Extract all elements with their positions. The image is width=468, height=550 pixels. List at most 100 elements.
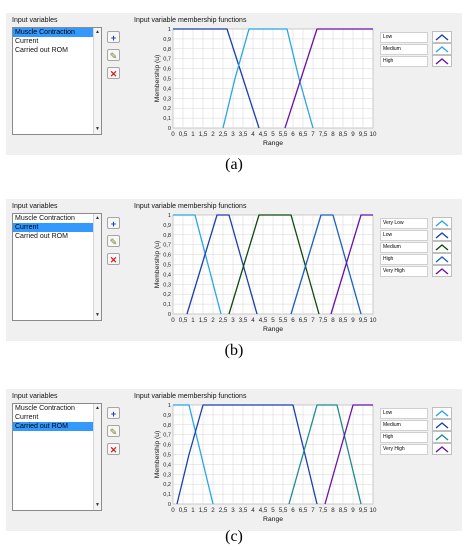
plus-icon: + xyxy=(110,219,117,229)
scroll-up-icon[interactable]: ▲ xyxy=(95,405,100,411)
legend-row[interactable]: Very High xyxy=(380,443,454,455)
y-tick-label: 0,3 xyxy=(163,282,171,288)
delete-button[interactable]: ✕ xyxy=(107,443,120,455)
x-tick-label: 6 xyxy=(291,507,295,514)
membership-chart: 0 0,5 1 1,5 2 2,5 3 3,5 4 4,5 5 5,5 6 6,5 7 7,5 8 8,5 9 9,5… xyxy=(154,213,377,333)
scroll-up-icon[interactable]: ▲ xyxy=(95,215,100,221)
x-tick-label: 7 xyxy=(311,507,315,514)
y-tick-label: 1 xyxy=(168,403,171,409)
x-tick-label: 7,5 xyxy=(319,131,328,138)
scrollbar[interactable]: ▲ ▼ xyxy=(93,28,101,134)
list-item[interactable]: Carried out ROM xyxy=(15,233,68,240)
x-tick-label: 10 xyxy=(370,131,377,138)
legend-row[interactable]: High xyxy=(380,55,454,67)
legend-label: Medium xyxy=(380,242,428,253)
legend-label: Very High xyxy=(380,266,428,277)
x-tick-label: 1,5 xyxy=(199,317,208,324)
x-tick-label: 3 xyxy=(231,507,235,514)
x-tick-label: 3 xyxy=(231,131,235,138)
list-item[interactable]: Muscle Contraction xyxy=(15,405,75,412)
delete-button[interactable]: ✕ xyxy=(107,253,120,265)
x-tick-label: 2,5 xyxy=(219,317,228,324)
x-tick-label: 4,5 xyxy=(259,507,268,514)
legend-swatch xyxy=(432,55,452,67)
input-variables-label: Input variables xyxy=(12,17,58,24)
legend-swatch xyxy=(432,419,452,431)
list-item[interactable]: Muscle Contraction xyxy=(13,28,101,37)
input-variables-list[interactable]: Muscle Contraction Current Carried out R… xyxy=(12,213,102,321)
list-item[interactable]: Muscle Contraction xyxy=(15,215,75,222)
scroll-down-icon[interactable]: ▼ xyxy=(95,312,100,318)
x-tick-label: 9 xyxy=(351,131,355,138)
x-tick-label: 0 xyxy=(171,507,175,514)
scroll-down-icon[interactable]: ▼ xyxy=(95,126,100,132)
y-tick-label: 0,3 xyxy=(163,96,171,102)
legend-swatch xyxy=(432,229,452,241)
list-item[interactable]: Current xyxy=(15,414,39,421)
plot-title: Input variable membership functions xyxy=(134,203,247,210)
x-tick-label: 1 xyxy=(191,507,195,514)
legend-row[interactable]: Medium xyxy=(380,43,454,55)
x-tick-label: 6 xyxy=(291,131,295,138)
y-tick-label: 0,9 xyxy=(163,413,171,419)
input-variables-list[interactable]: Muscle Contraction Current Carried out R… xyxy=(12,403,102,511)
y-tick-label: 0,2 xyxy=(163,106,171,112)
legend-row[interactable]: Medium xyxy=(380,241,454,253)
legend-row[interactable]: Very High xyxy=(380,265,454,277)
legend-label: Low xyxy=(380,408,428,419)
add-button[interactable]: + xyxy=(107,217,120,229)
add-button[interactable]: + xyxy=(107,31,120,43)
x-tick-label: 4,5 xyxy=(259,131,268,138)
x-tick-label: 6,5 xyxy=(299,317,308,324)
y-tick-label: 0,1 xyxy=(163,492,171,498)
legend-row[interactable]: Low xyxy=(380,31,454,43)
x-tick-label: 3,5 xyxy=(239,131,248,138)
series-line xyxy=(324,404,373,505)
panel-c: Input variables Muscle Contraction Curre… xyxy=(6,389,462,531)
x-tick-label: 1 xyxy=(191,131,195,138)
y-tick-label: 0,5 xyxy=(163,263,171,269)
scrollbar[interactable]: ▲ ▼ xyxy=(93,404,101,510)
x-tick-label: 9,5 xyxy=(359,507,368,514)
y-tick-label: 0,6 xyxy=(163,253,171,259)
legend-label: High xyxy=(380,56,428,67)
list-item[interactable]: Current xyxy=(13,223,101,232)
input-variables-label: Input variables xyxy=(12,203,58,210)
y-tick-label: 0,5 xyxy=(163,77,171,83)
legend-row[interactable]: Low xyxy=(380,229,454,241)
scroll-up-icon[interactable]: ▲ xyxy=(95,29,100,35)
list-item[interactable]: Current xyxy=(15,38,39,45)
x-tick-label: 5,5 xyxy=(279,317,288,324)
panel-b: Input variables Muscle Contraction Curre… xyxy=(6,199,462,341)
legend-label: Medium xyxy=(380,44,428,55)
legend-swatch xyxy=(432,31,452,43)
input-variables-list[interactable]: Muscle Contraction Current Carried out R… xyxy=(12,27,102,135)
membership-chart: 0 0,5 1 1,5 2 2,5 3 3,5 4 4,5 5 5,5 6 6,5 7 7,5 8 8,5 9 9,5… xyxy=(154,403,377,523)
legend-row[interactable]: High xyxy=(380,253,454,265)
legend-label: High xyxy=(380,432,428,443)
edit-button[interactable]: ✎ xyxy=(107,235,120,247)
add-button[interactable]: + xyxy=(107,407,120,419)
edit-button[interactable]: ✎ xyxy=(107,49,120,61)
series-line xyxy=(173,404,214,505)
x-tick-label: 1,5 xyxy=(199,507,208,514)
legend-row[interactable]: Low xyxy=(380,407,454,419)
list-item[interactable]: Carried out ROM xyxy=(13,422,101,431)
x-icon: ✕ xyxy=(109,445,118,455)
membership-chart: 0 0,5 1 1,5 2 2,5 3 3,5 4 4,5 5 5,5 6 6,5 7 7,5 8 8,5 9 9,5… xyxy=(154,27,377,147)
scrollbar[interactable]: ▲ ▼ xyxy=(93,214,101,320)
legend-row[interactable]: Very Low xyxy=(380,217,454,229)
x-tick-label: 9,5 xyxy=(359,317,368,324)
delete-button[interactable]: ✕ xyxy=(107,67,120,79)
edit-button[interactable]: ✎ xyxy=(107,425,120,437)
list-item[interactable]: Carried out ROM xyxy=(15,47,68,54)
x-tick-label: 8 xyxy=(331,507,335,514)
y-tick-label: 0,8 xyxy=(163,233,171,239)
caption-a: (a) xyxy=(225,156,243,173)
legend-row[interactable]: High xyxy=(380,431,454,443)
y-tick-label: 0,7 xyxy=(163,433,171,439)
input-variables-label: Input variables xyxy=(12,393,58,400)
legend-row[interactable]: Medium xyxy=(380,419,454,431)
scroll-down-icon[interactable]: ▼ xyxy=(95,502,100,508)
y-tick-label: 0,2 xyxy=(163,482,171,488)
